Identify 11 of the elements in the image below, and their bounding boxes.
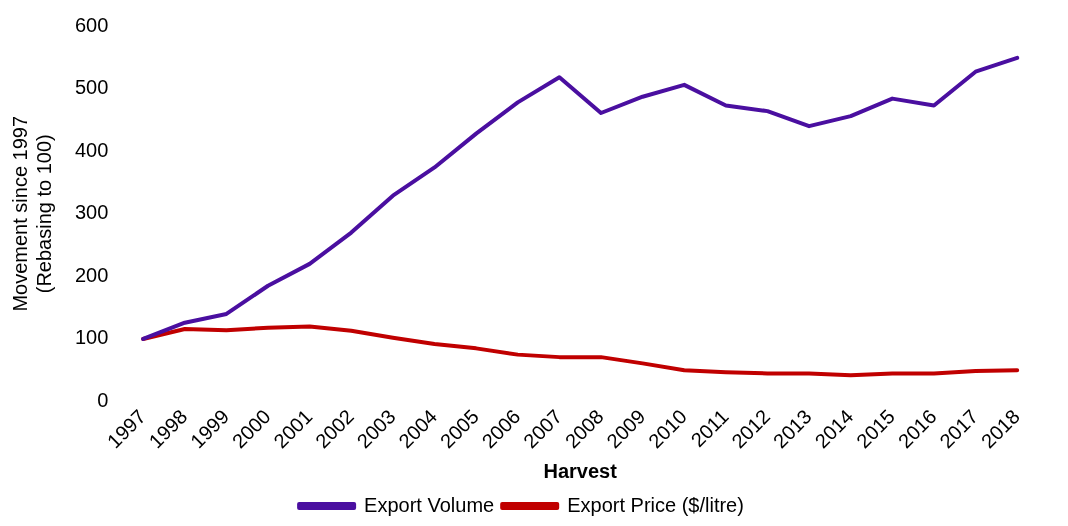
y-tick-label: 400 [74,138,109,161]
x-axis-title: Harvest [543,459,618,482]
legend-label: Export Volume [364,493,495,516]
y-tick-label: 100 [74,326,109,349]
legend-label: Export Price ($/litre) [567,493,744,516]
y-tick-label: 600 [74,13,109,36]
y-tick-label: 500 [74,76,109,99]
y-axis-title: Movement since 1997 (Rebasing to 100) [8,115,55,312]
y-tick-label: 300 [74,201,109,224]
y-tick-label: 200 [74,263,109,286]
y-tick-label: 0 [97,389,109,412]
